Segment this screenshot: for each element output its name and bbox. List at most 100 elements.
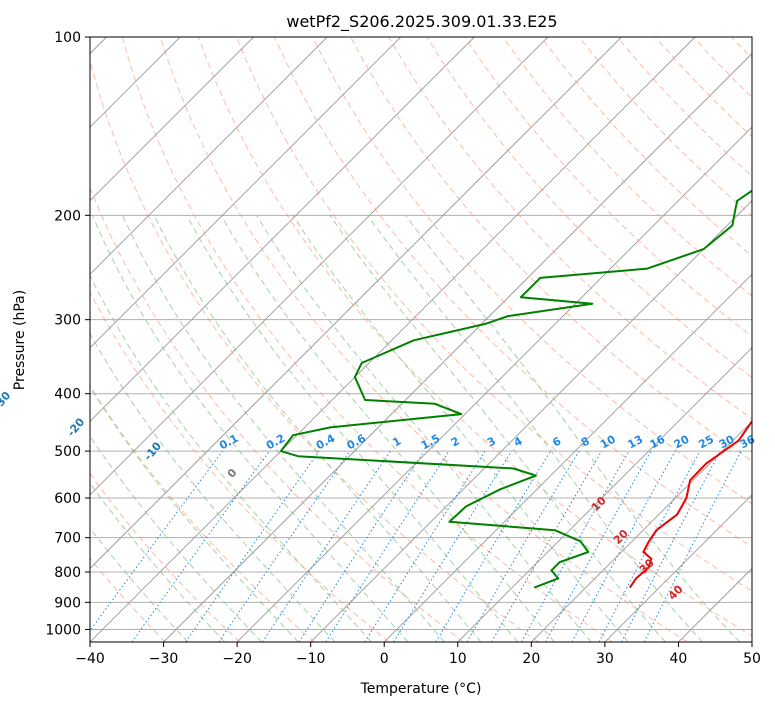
isotherm-line [163, 52, 752, 642]
mixing-ratio-label: 1 [390, 434, 403, 449]
isotherm-line [751, 641, 752, 642]
dry-adiabat-line [121, 37, 613, 642]
dry-adiabat-line [197, 37, 752, 637]
mixing-ratio-line [521, 450, 630, 642]
mixing-ratio-line [393, 450, 513, 642]
mixing-ratio-label: 4 [512, 434, 525, 449]
mixing-ratio-line [364, 450, 486, 642]
x-tick-label: −40 [75, 651, 105, 667]
dewpoint-profile-line [279, 189, 752, 589]
mixing-ratio-label: 0.6 [345, 431, 369, 452]
moist-adiabat-line [91, 215, 409, 642]
background-lines [90, 37, 775, 642]
mixing-ratio-label: 30 [717, 432, 737, 451]
y-tick-label: 900 [54, 595, 81, 611]
mixing-ratio-line [643, 450, 742, 642]
dry-adiabat-line [731, 37, 752, 59]
mixing-ratio-line [298, 450, 425, 642]
mixing-ratio-label: 1.5 [419, 432, 442, 453]
y-tick-label: 100 [54, 30, 81, 46]
temperature-profile-line [628, 419, 752, 589]
dry-adiabat-label: -30 [0, 389, 14, 413]
mixing-ratio-line [545, 450, 652, 642]
mixing-ratio-label: 10 [598, 432, 618, 451]
x-tick-label: −20 [222, 651, 252, 667]
dry-adiabat-label: 0 [225, 466, 240, 480]
moist-adiabat-line [122, 215, 445, 642]
moist-adiabat-line [90, 274, 372, 642]
profile-lines [279, 189, 752, 589]
x-tick-label: 0 [380, 651, 389, 667]
dry-adiabat-line [90, 384, 315, 642]
mixing-ratio-label: 36 [738, 432, 758, 451]
mixing-ratio-line [262, 450, 391, 642]
curve-labels: 0.10.20.40.611.52346810131620253036-100-… [0, 389, 758, 603]
isotherm-line [90, 37, 696, 642]
y-tick-label: 1000 [45, 622, 81, 638]
y-axis-title: Pressure (hPa) [12, 290, 28, 390]
dry-adiabat-line [770, 37, 775, 642]
mixing-ratio-label: 3 [485, 434, 498, 449]
x-tick-label: 20 [522, 651, 540, 667]
dry-adiabat-line [90, 291, 390, 642]
isotherm-line [90, 37, 328, 275]
mixing-ratio-line [435, 450, 551, 642]
moist-adiabat-line [405, 215, 741, 642]
isotherm-line [90, 37, 622, 570]
mixing-ratio-label: 0.4 [314, 431, 338, 452]
mixing-ratio-line [621, 450, 721, 642]
isotherm-line [90, 37, 402, 349]
x-tick-label: −30 [149, 651, 179, 667]
moist-adiabat-line [367, 215, 703, 642]
dry-adiabat-line [159, 37, 688, 642]
dry-adiabat-line [388, 37, 752, 420]
moist-adiabat-line [90, 332, 336, 642]
dry-adiabat-line [654, 37, 752, 138]
isotherm-line [457, 347, 752, 642]
moist-adiabat-line [186, 215, 518, 642]
mixing-ratio-label: 25 [696, 433, 716, 452]
dry-adiabat-line [426, 37, 752, 379]
mixing-ratio-label: 13 [625, 433, 645, 452]
moist-adiabat-line [90, 435, 262, 642]
dry-adiabat-label: -20 [65, 415, 88, 439]
x-tick-label: −10 [296, 651, 326, 667]
isotherm-line [604, 494, 752, 642]
dry-adiabat-line [90, 58, 539, 642]
moist-adiabat-line [90, 385, 299, 642]
x-tick-label: 40 [670, 651, 688, 667]
mixing-ratio-line [218, 450, 351, 642]
isotherm-line [90, 37, 254, 202]
dry-adiabat-line [350, 37, 752, 462]
mixing-ratio-line [131, 450, 270, 642]
dry-adiabat-line [312, 37, 752, 505]
y-tick-label: 700 [54, 531, 81, 547]
dry-adiabat-line [692, 37, 752, 99]
y-tick-label: 800 [54, 565, 81, 581]
mixing-ratio-label: 20 [672, 432, 692, 451]
dry-adiabat-line [90, 472, 241, 642]
mixing-ratio-line [185, 450, 320, 642]
dry-adiabat-line [236, 37, 752, 592]
mixing-ratio-label: 2 [449, 434, 462, 449]
mixing-ratio-line [571, 450, 676, 642]
x-axis-title: Temperature (°C) [360, 681, 482, 697]
moist-adiabat-label: 10 [589, 494, 609, 514]
isotherm-line [310, 200, 752, 642]
moist-adiabat-line [329, 215, 666, 642]
mixing-ratio-line [90, 450, 223, 632]
x-tick-label: 10 [449, 651, 467, 667]
dry-adiabat-line [578, 37, 752, 217]
y-tick-label: 500 [54, 444, 81, 460]
y-axis: 100 200 300 400 500 600 700 800 900 1000 [45, 30, 90, 638]
moist-adiabat-label: 40 [666, 582, 686, 602]
moist-adiabat-line [292, 215, 629, 642]
x-tick-label: 30 [596, 651, 614, 667]
moist-adiabat-line [153, 215, 482, 642]
moist-adiabat-line [90, 527, 189, 642]
y-tick-label: 400 [54, 387, 81, 403]
dry-adiabat-line [464, 37, 752, 338]
mixing-ratio-line [325, 450, 450, 642]
moist-adiabat-label: 20 [611, 527, 631, 547]
